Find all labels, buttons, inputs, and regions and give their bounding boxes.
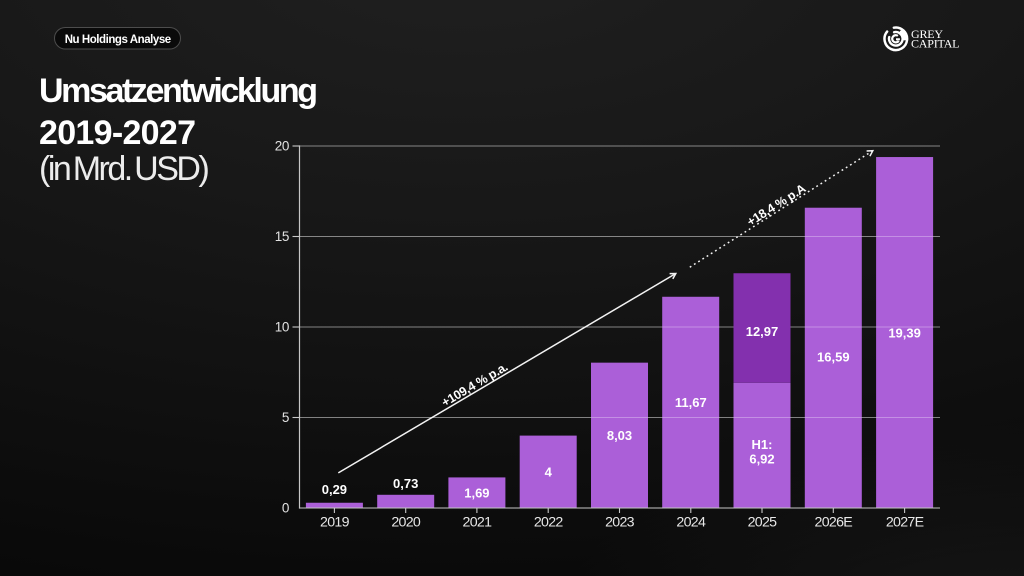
svg-text:2023: 2023 [605,514,635,530]
svg-text:0,73: 0,73 [393,476,418,491]
svg-text:16,59: 16,59 [817,349,850,364]
svg-text:2025: 2025 [748,514,778,530]
svg-text:11,67: 11,67 [675,395,707,410]
svg-text:2024: 2024 [676,514,706,530]
svg-text:2021: 2021 [463,514,493,530]
svg-text:15: 15 [275,229,289,244]
svg-text:0: 0 [282,501,289,516]
svg-text:2019: 2019 [320,514,350,530]
svg-text:+18,4 % p.A: +18,4 % p.A [744,181,808,229]
svg-text:CAPITAL: CAPITAL [911,36,959,50]
svg-text:+109,4 % p.a.: +109,4 % p.a. [439,360,510,410]
svg-text:2027E: 2027E [886,514,924,530]
svg-text:6,92: 6,92 [749,451,774,466]
svg-text:19,39: 19,39 [888,325,921,340]
svg-text:10: 10 [275,320,289,335]
svg-text:GREY: GREY [911,27,943,41]
svg-text:2019-2027: 2019-2027 [39,114,195,152]
svg-text:Nu Holdings Analyse: Nu Holdings Analyse [65,34,171,46]
svg-text:0,29: 0,29 [322,482,347,497]
svg-text:Umsatzentwicklung: Umsatzentwicklung [39,72,316,110]
svg-text:H1:: H1: [752,437,773,452]
svg-text:8,03: 8,03 [607,428,632,443]
svg-text:5: 5 [282,410,289,425]
svg-text:2026E: 2026E [815,514,853,530]
svg-text:12,97: 12,97 [746,324,779,339]
svg-text:2020: 2020 [391,514,421,530]
svg-text:(in Mrd. USD): (in Mrd. USD) [39,150,208,188]
svg-text:2022: 2022 [534,514,564,530]
svg-text:1,69: 1,69 [464,485,489,500]
svg-text:4: 4 [545,465,553,480]
svg-text:20: 20 [275,139,289,154]
